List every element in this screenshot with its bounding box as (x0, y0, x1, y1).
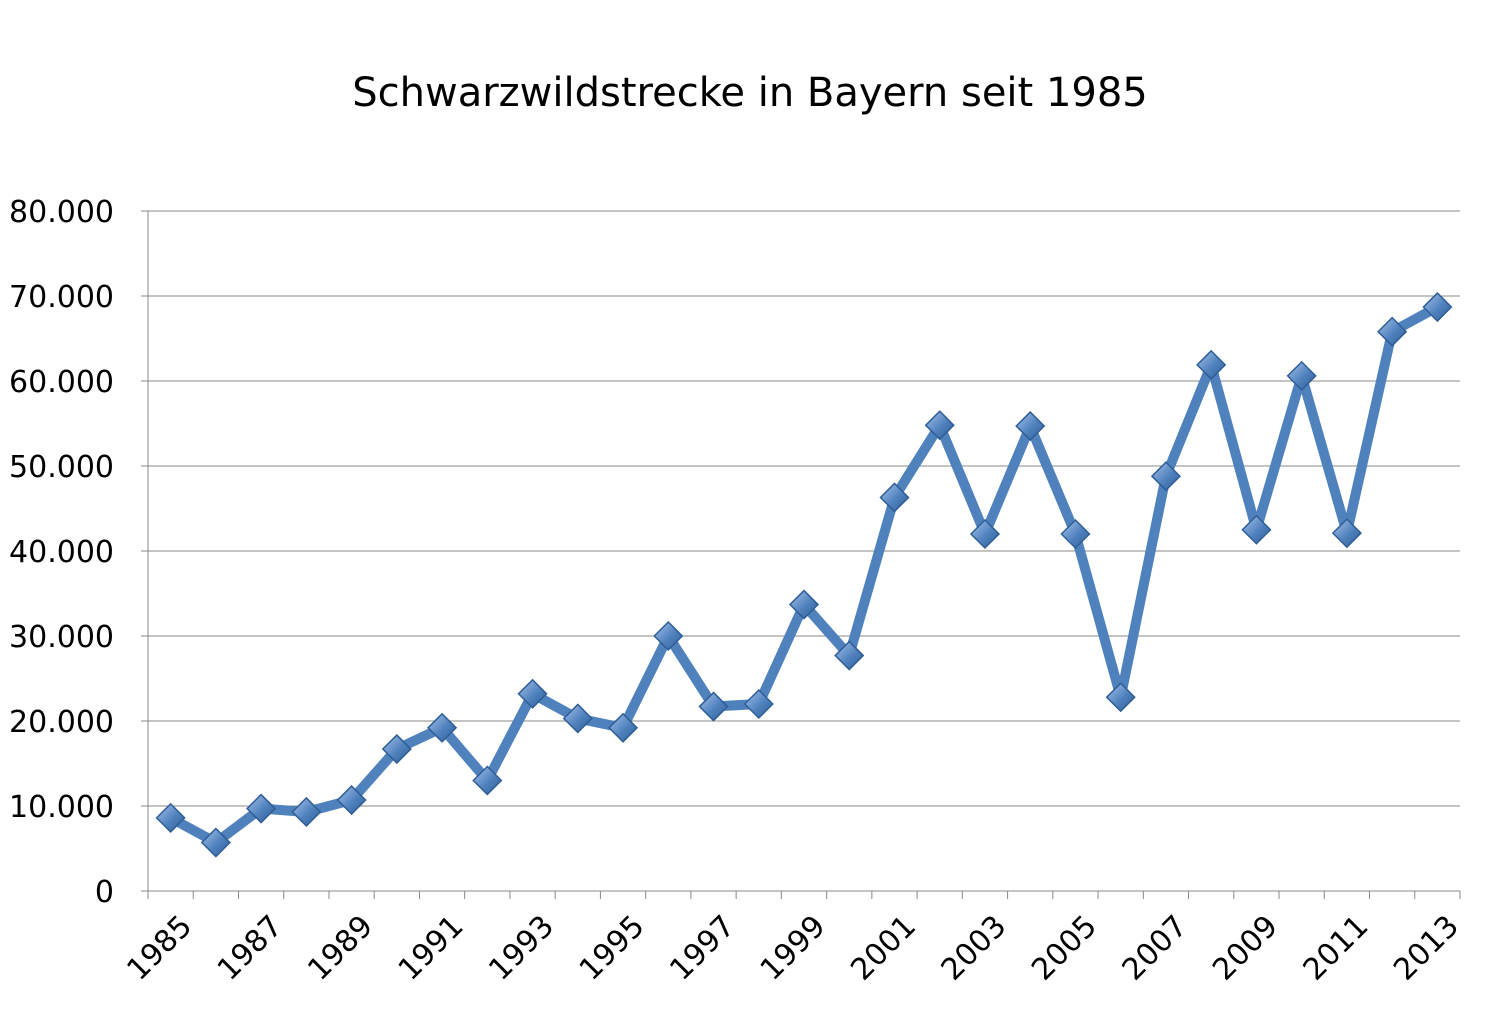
y-axis-tick-labels: 0 10.000 20.000 30.000 40.000 50.000 60.000 70.… (9, 195, 114, 910)
data-point-marker (834, 640, 865, 671)
x-tick-label: 2007 (1116, 909, 1195, 988)
data-point-marker (291, 796, 322, 828)
data-point-marker (788, 589, 820, 620)
data-point-marker (517, 678, 548, 709)
data-point-marker (155, 802, 186, 833)
axes (141, 210, 1461, 899)
x-tick-label: 1995 (573, 909, 652, 988)
data-point-marker (1060, 518, 1091, 550)
series-line (165, 302, 1443, 848)
chart-title: Schwarzwildstrecke in Bayern seit 1985 (352, 70, 1148, 116)
data-point-marker (743, 688, 774, 720)
data-point-marker (969, 518, 1001, 550)
data-point-marker (562, 703, 593, 734)
y-tick-label: 50.000 (9, 450, 114, 485)
data-point-marker (200, 827, 231, 858)
series-line-layer (165, 302, 1443, 848)
data-point-marker (1015, 410, 1046, 442)
data-point-marker (246, 793, 277, 824)
y-tick-label: 60.000 (9, 365, 114, 400)
data-point-marker (879, 482, 910, 513)
y-tick-label: 40.000 (9, 535, 114, 570)
x-tick-label: 2013 (1387, 909, 1466, 988)
x-tick-label: 2003 (935, 909, 1014, 988)
data-point-marker (1105, 682, 1136, 713)
data-point-marker (381, 733, 412, 765)
data-point-marker (336, 784, 367, 816)
data-point-marker (1150, 461, 1181, 492)
data-point-marker (1241, 514, 1272, 545)
x-tick-label: 1999 (754, 909, 833, 988)
y-tick-label: 70.000 (9, 280, 114, 315)
x-tick-label: 1987 (211, 909, 290, 988)
x-tick-label: 2011 (1297, 909, 1376, 988)
data-point-markers (155, 291, 1453, 858)
data-point-marker (698, 691, 729, 722)
x-tick-label: 1989 (301, 909, 380, 988)
data-point-marker (1196, 349, 1227, 380)
y-tick-label: 20.000 (9, 705, 114, 740)
x-tick-label: 1993 (482, 909, 561, 988)
x-tick-label: 2009 (1206, 909, 1285, 988)
x-tick-label: 1985 (120, 909, 199, 988)
x-axis-tick-labels: 1985 1987 1989 1991 1993 1995 1997 1999 2001 2003… (120, 909, 1466, 988)
data-point-marker (924, 410, 955, 441)
data-point-marker (653, 620, 684, 652)
data-point-marker (1286, 360, 1317, 391)
y-tick-label: 80.000 (9, 195, 114, 230)
data-point-marker (607, 712, 639, 743)
y-tick-label: 0 (95, 875, 114, 910)
data-point-marker (427, 712, 458, 743)
x-tick-label: 1991 (392, 909, 471, 988)
y-tick-label: 10.000 (9, 790, 114, 825)
gridlines (148, 210, 1460, 807)
data-point-marker (472, 765, 503, 796)
x-tick-label: 1997 (663, 909, 742, 988)
data-point-marker (1422, 291, 1453, 323)
x-tick-label: 2005 (1025, 909, 1104, 988)
y-tick-label: 30.000 (9, 620, 114, 655)
x-tick-label: 2001 (844, 909, 923, 988)
data-point-marker (1331, 518, 1362, 549)
data-point-marker (1377, 316, 1408, 347)
